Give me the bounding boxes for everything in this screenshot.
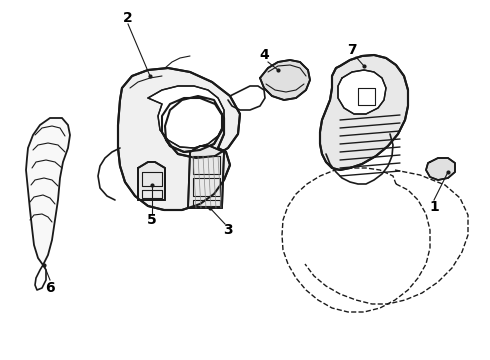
Text: 6: 6 bbox=[45, 281, 55, 295]
Text: 7: 7 bbox=[347, 43, 357, 57]
Polygon shape bbox=[426, 158, 455, 180]
Polygon shape bbox=[338, 70, 386, 114]
Text: 4: 4 bbox=[259, 48, 269, 62]
Text: 3: 3 bbox=[223, 223, 233, 237]
Polygon shape bbox=[118, 68, 240, 210]
Polygon shape bbox=[26, 118, 70, 265]
Polygon shape bbox=[188, 146, 224, 208]
Polygon shape bbox=[260, 60, 310, 100]
Text: 5: 5 bbox=[147, 213, 157, 227]
Polygon shape bbox=[148, 86, 224, 148]
Text: 1: 1 bbox=[429, 200, 439, 214]
Polygon shape bbox=[320, 55, 408, 170]
Text: 2: 2 bbox=[123, 11, 133, 25]
Polygon shape bbox=[138, 162, 165, 200]
